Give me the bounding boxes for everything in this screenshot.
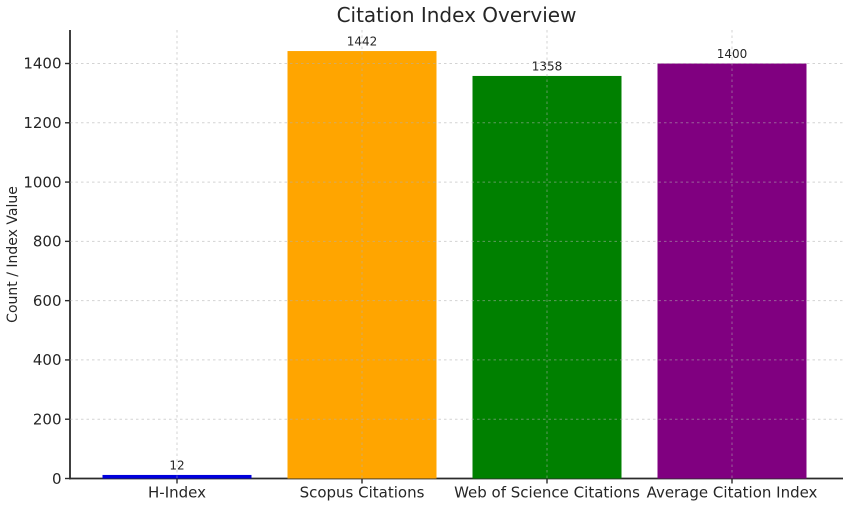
bar-value-label-web-of-science-citations: 1358 — [532, 59, 563, 73]
y-tick-label-0: 0 — [52, 470, 62, 488]
x-tick-label-web-of-science-citations: Web of Science Citations — [454, 484, 640, 502]
bar-value-label-scopus-citations: 1442 — [347, 35, 378, 49]
y-tick-label-400: 400 — [33, 351, 62, 369]
x-tick-label-average-citation-index: Average Citation Index — [647, 484, 818, 502]
gridlines — [70, 30, 843, 479]
bar-value-label-average-citation-index: 1400 — [717, 47, 748, 61]
y-tick-label-1200: 1200 — [23, 114, 61, 132]
x-tick-label-scopus-citations: Scopus Citations — [300, 484, 425, 502]
y-tick-label-600: 600 — [33, 292, 62, 310]
bar-value-label-h-index: 12 — [169, 458, 184, 472]
y-tick-label-1400: 1400 — [23, 55, 61, 73]
chart-title: Citation Index Overview — [337, 3, 577, 27]
bar-scopus-citations — [287, 51, 437, 479]
y-tick-label-1000: 1000 — [23, 173, 61, 191]
y-tick-label-200: 200 — [33, 410, 62, 428]
y-tick-label-800: 800 — [33, 233, 62, 251]
bar-average-citation-index — [657, 63, 807, 479]
x-tick-label-h-index: H-Index — [148, 484, 206, 502]
y-axis-label: Count / Index Value — [5, 186, 21, 323]
